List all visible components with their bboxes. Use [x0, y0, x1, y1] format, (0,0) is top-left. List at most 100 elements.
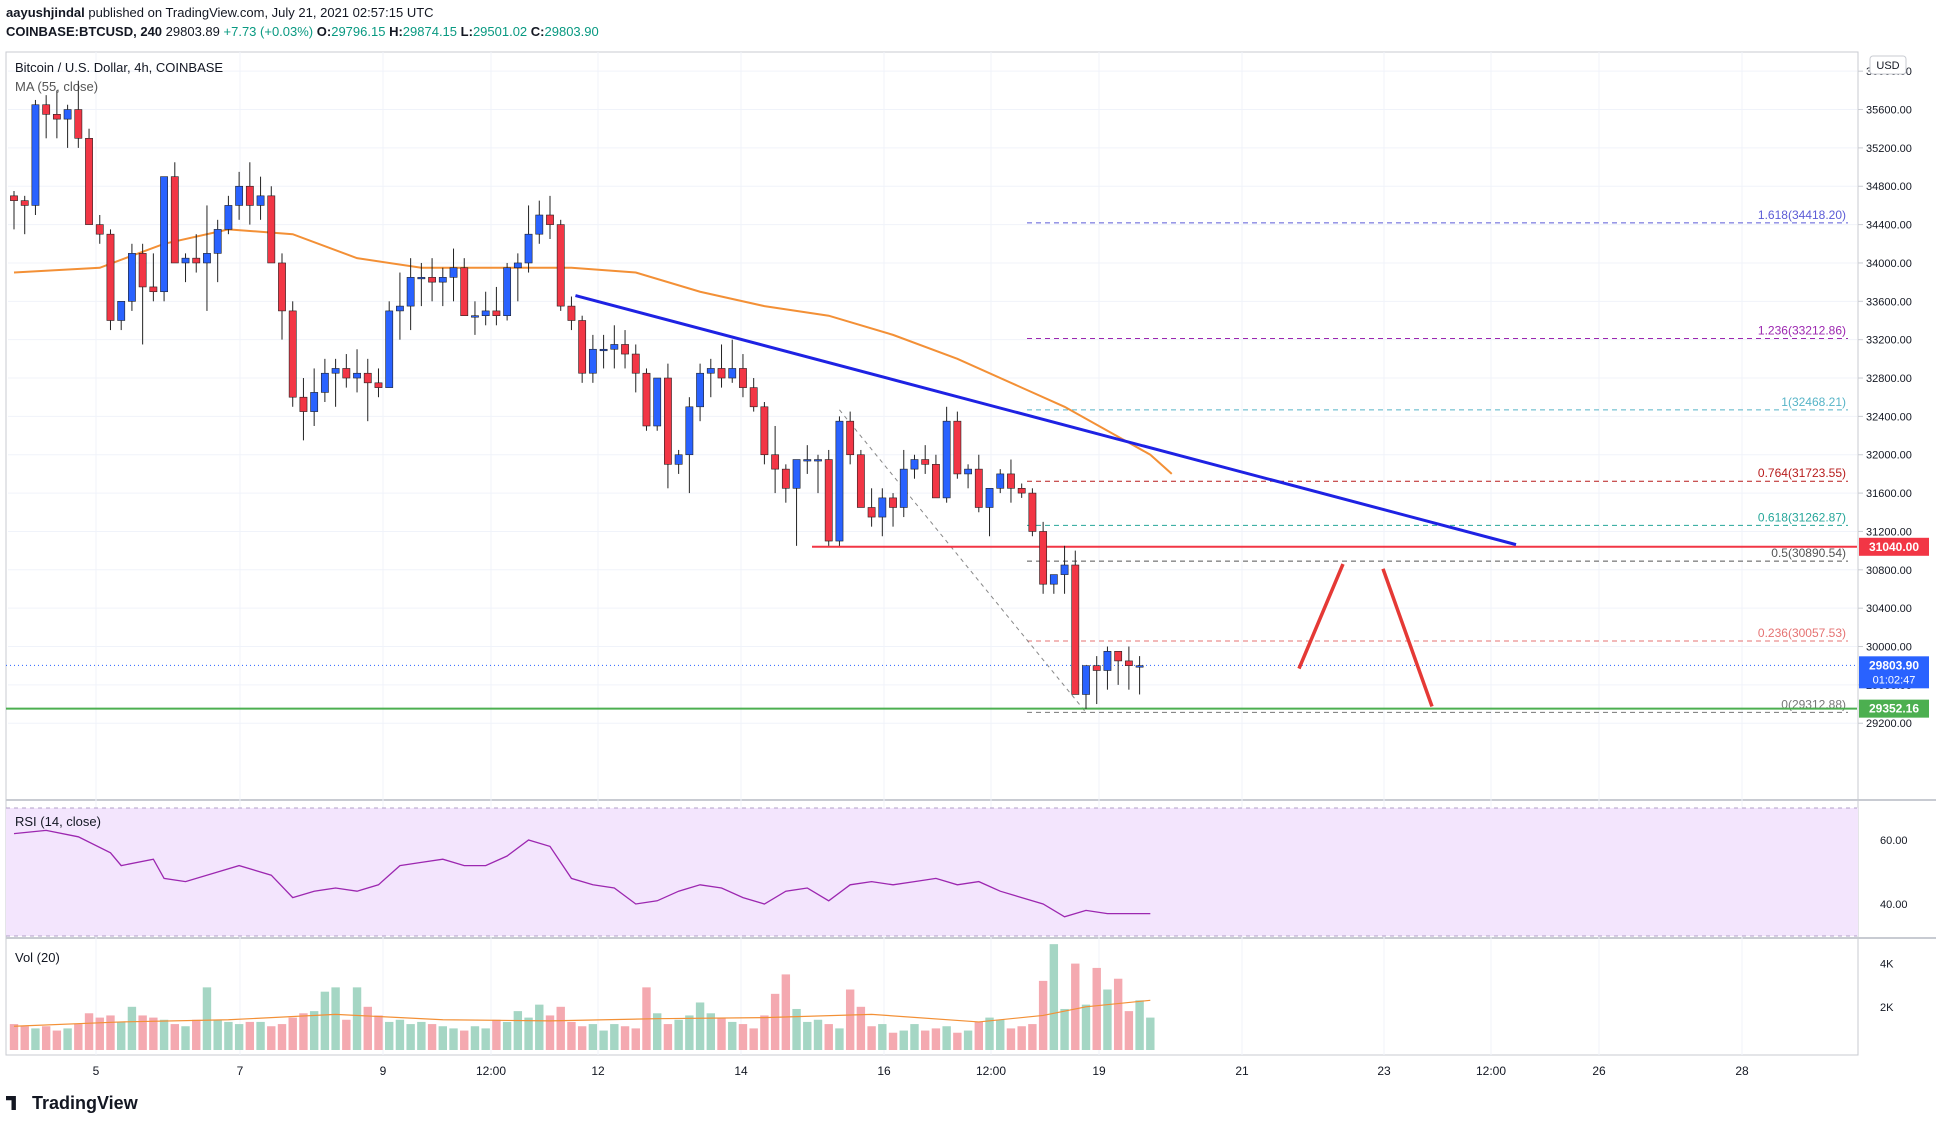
candle-body — [481, 310, 490, 316]
candle-body — [128, 253, 136, 302]
y-tick-label: 35200.00 — [1866, 143, 1912, 155]
x-tick-label: 9 — [380, 1064, 387, 1078]
volume-bar — [502, 1021, 512, 1050]
tradingview-logo: TradingView — [6, 1093, 138, 1114]
volume-bar — [395, 1019, 405, 1050]
volume-bar — [181, 1026, 190, 1050]
candle-body — [181, 257, 190, 264]
candle-body — [792, 459, 801, 489]
candle-body — [256, 195, 265, 206]
volume-bar — [20, 1026, 29, 1050]
candle-body — [642, 372, 651, 427]
volume-bar — [1113, 978, 1123, 1050]
volume-bar — [813, 1019, 823, 1050]
candle-body — [1071, 564, 1080, 695]
candle-body — [717, 368, 726, 379]
candle-body — [492, 310, 501, 316]
volume-bar — [288, 1017, 297, 1050]
candle-body — [899, 468, 908, 508]
candle-body — [878, 497, 887, 518]
candle-body — [835, 420, 844, 542]
volume-bar — [888, 1032, 898, 1050]
tradingview-logo-icon — [6, 1096, 16, 1110]
candle-body — [1103, 651, 1112, 671]
price-tag — [1859, 699, 1929, 718]
x-tick-label: 12 — [591, 1064, 605, 1078]
candle-body — [406, 277, 415, 307]
candle-body — [524, 233, 533, 264]
candle-body — [889, 497, 897, 508]
candle-body — [417, 277, 426, 280]
volume-bar — [31, 1028, 40, 1050]
fib-level-label: 0.236(30057.53) — [1758, 626, 1846, 640]
volume-bar — [320, 991, 330, 1050]
candle-body — [342, 368, 351, 379]
candle-body — [235, 185, 244, 206]
publish-line: aayushjindal published on TradingView.co… — [6, 3, 599, 22]
candle-body — [803, 459, 812, 462]
candle-body — [149, 286, 158, 293]
rsi-tick-label: 40.00 — [1880, 899, 1908, 911]
candle-body — [631, 353, 640, 374]
candle-body — [288, 310, 297, 398]
price-tag-value: 29352.16 — [1869, 702, 1919, 716]
volume-bar — [856, 1006, 866, 1050]
volume-bar — [824, 1024, 833, 1050]
rsi-label: RSI (14, close) — [15, 814, 101, 829]
candle-body — [846, 420, 855, 456]
y-tick-label: 34000.00 — [1866, 258, 1912, 270]
candle-body — [460, 267, 469, 316]
low-label: L: — [460, 24, 473, 39]
volume-bar — [931, 1028, 941, 1050]
high-value: 29874.15 — [402, 24, 458, 39]
volume-tick-label: 4K — [1880, 959, 1894, 971]
volume-bar — [309, 1011, 319, 1050]
candle-body — [621, 344, 629, 355]
volume-bar — [792, 1008, 801, 1050]
y-tick-label: 30800.00 — [1866, 565, 1912, 577]
rsi-line — [13, 829, 1151, 918]
candle-body — [278, 262, 286, 312]
x-tick-label: 7 — [237, 1064, 244, 1078]
volume-bar — [234, 1024, 244, 1050]
volume-bar — [1146, 1017, 1155, 1050]
volume-bar — [470, 1026, 480, 1050]
candle-body — [610, 344, 619, 350]
x-tick-label: 19 — [1092, 1064, 1106, 1078]
y-tick-label: 33200.00 — [1866, 335, 1912, 347]
candle-body — [213, 229, 222, 254]
volume-bar — [170, 1024, 179, 1050]
x-tick-label: 16 — [877, 1064, 891, 1078]
candle-body — [556, 224, 565, 307]
volume-bar — [1092, 967, 1101, 1050]
y-tick-label: 34800.00 — [1866, 181, 1912, 193]
ma-indicator-label: MA (55, close) — [15, 79, 98, 94]
volume-bar — [438, 1026, 447, 1050]
currency-box — [1869, 55, 1907, 75]
candle-body — [85, 138, 93, 225]
volume-bar — [524, 1017, 533, 1050]
volume-bar — [910, 1024, 919, 1050]
volume-bar — [427, 1024, 437, 1050]
volume-bar — [599, 1030, 608, 1050]
volume-bar — [374, 1015, 383, 1050]
volume-bar — [942, 1026, 951, 1050]
price-tag-countdown: 01:02:47 — [1873, 674, 1916, 686]
volume-bar — [41, 1026, 51, 1050]
author-name[interactable]: aayushjindal — [6, 5, 85, 20]
volume-bar — [738, 1024, 748, 1050]
fib-level-label: 1(32468.21) — [1781, 395, 1846, 409]
candle-body — [31, 104, 40, 206]
volume-bar — [299, 1013, 308, 1050]
volume-bar — [845, 989, 855, 1050]
candle-body — [814, 459, 822, 462]
volume-bar — [127, 1006, 137, 1050]
candle-body — [20, 200, 29, 206]
candle-body — [664, 377, 672, 465]
volume-bar — [1049, 944, 1059, 1050]
volume-bar — [545, 1015, 555, 1050]
candle-body — [353, 372, 361, 379]
volume-bar — [996, 1019, 1005, 1050]
candle-body — [535, 214, 544, 235]
